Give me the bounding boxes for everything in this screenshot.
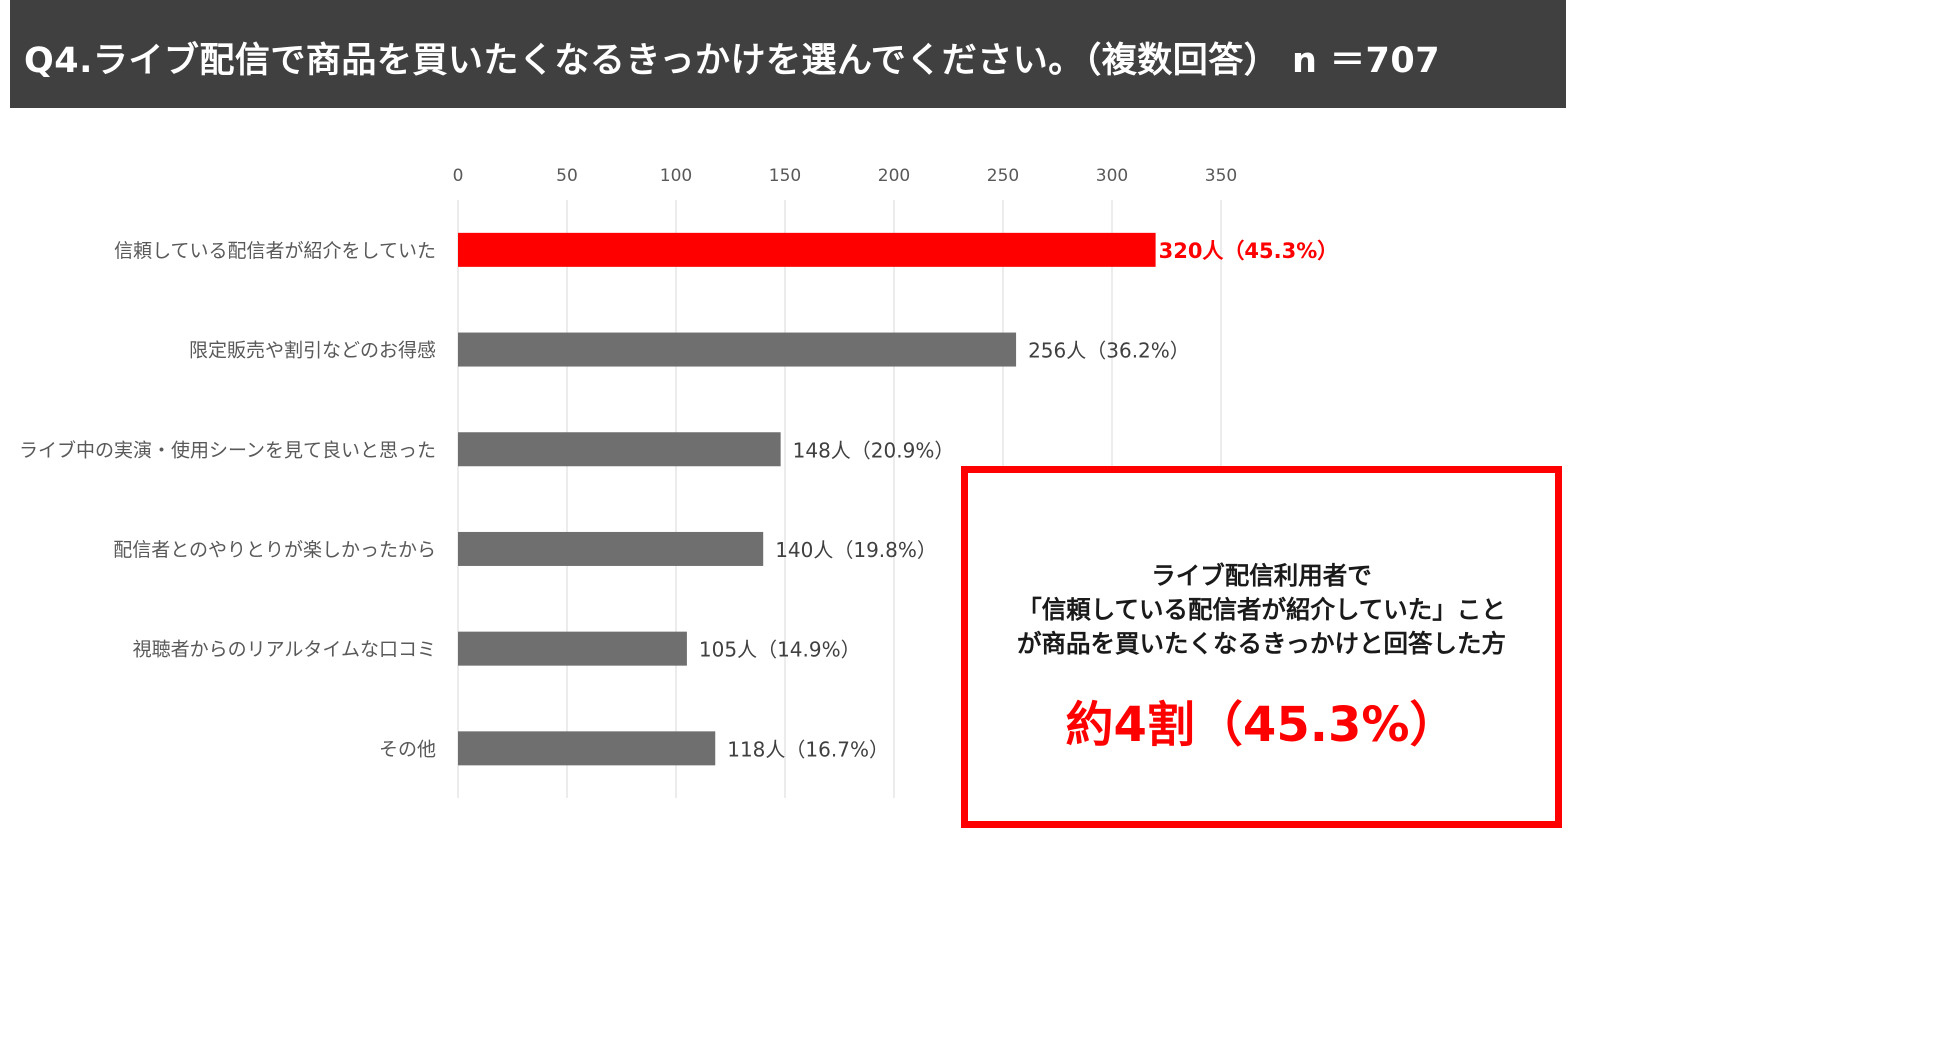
summary-callout: ライブ配信利用者で 「信頼している配信者が紹介していた」こと が商品を買いたくな… (961, 466, 1562, 828)
x-tick-label: 250 (987, 166, 1019, 186)
callout-line: が商品を買いたくなるきっかけと回答した方 (1016, 629, 1507, 658)
category-label: 限定販売や割引などのお得感 (189, 340, 436, 362)
bar (458, 731, 716, 766)
callout-highlight: 約4割（45.3%） (1065, 697, 1458, 753)
callout-text: ライブ配信利用者で 「信頼している配信者が紹介していた」こと が商品を買いたくな… (968, 559, 1555, 661)
data-label: 320人（45.3%） (1159, 239, 1339, 263)
data-label: 105人（14.9%） (699, 638, 861, 662)
header-banner: Q4.ライブ配信で商品を買いたくなるきっかけを選んでください。（複数回答） n … (10, 0, 1566, 108)
x-tick-label: 350 (1205, 166, 1237, 186)
x-tick-label: 150 (769, 166, 801, 186)
page-title: Q4.ライブ配信で商品を買いたくなるきっかけを選んでください。（複数回答） n … (24, 41, 1441, 81)
bar (458, 232, 1156, 267)
category-labels: 信頼している配信者が紹介をしていた限定販売や割引などのお得感ライブ中の実演・使用… (19, 240, 436, 760)
category-label: その他 (379, 738, 436, 760)
x-tick-label: 300 (1096, 166, 1128, 186)
bar (458, 432, 781, 467)
data-label: 148人（20.9%） (793, 438, 955, 462)
category-label: ライブ中の実演・使用シーンを見て良いと思った (19, 438, 436, 461)
callout-line: ライブ配信利用者で (1151, 561, 1372, 590)
x-tick-label: 100 (660, 166, 692, 186)
category-label: 視聴者からのリアルタイムな口コミ (133, 639, 436, 661)
data-labels: 320人（45.3%） 256人（36.2%） 148人（20.9%） 140人（19… (699, 239, 1339, 761)
x-axis-ticks: 0 50 100 150 200 250 300 350 (453, 166, 1238, 186)
data-label: 118人（16.7%） (727, 737, 889, 761)
category-label: 信頼している配信者が紹介をしていた (114, 240, 436, 262)
bar (458, 531, 764, 566)
x-tick-label: 50 (556, 166, 578, 186)
bars (458, 232, 1156, 766)
bar (458, 631, 687, 666)
data-label: 256人（36.2%） (1028, 339, 1190, 363)
data-label: 140人（19.8%） (775, 538, 937, 562)
callout-line: 「信頼している配信者が紹介していた」こと (1017, 595, 1506, 624)
category-label: 配信者とのやりとりが楽しかったから (113, 539, 436, 561)
x-tick-label: 200 (878, 166, 910, 186)
bar (458, 332, 1017, 367)
x-tick-label: 0 (453, 166, 464, 186)
